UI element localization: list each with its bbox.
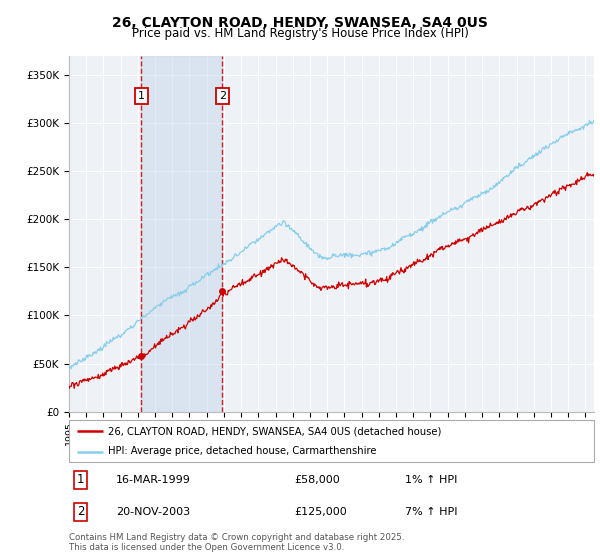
Text: 26, CLAYTON ROAD, HENDY, SWANSEA, SA4 0US: 26, CLAYTON ROAD, HENDY, SWANSEA, SA4 0U…	[112, 16, 488, 30]
Text: £125,000: £125,000	[295, 507, 347, 517]
Text: 7% ↑ HPI: 7% ↑ HPI	[405, 507, 458, 517]
Text: 16-MAR-1999: 16-MAR-1999	[116, 475, 191, 484]
Text: 26, CLAYTON ROAD, HENDY, SWANSEA, SA4 0US (detached house): 26, CLAYTON ROAD, HENDY, SWANSEA, SA4 0U…	[109, 426, 442, 436]
Text: 2: 2	[218, 91, 226, 101]
Text: 1% ↑ HPI: 1% ↑ HPI	[405, 475, 457, 484]
FancyBboxPatch shape	[69, 420, 594, 462]
Text: 1: 1	[77, 473, 84, 486]
Text: 2: 2	[77, 505, 84, 519]
Bar	[142, 56, 222, 412]
Text: This data is licensed under the Open Government Licence v3.0.: This data is licensed under the Open Gov…	[69, 543, 344, 552]
Text: HPI: Average price, detached house, Carmarthenshire: HPI: Average price, detached house, Carm…	[109, 446, 377, 456]
Text: £58,000: £58,000	[295, 475, 341, 484]
Text: 20-NOV-2003: 20-NOV-2003	[116, 507, 190, 517]
Text: Contains HM Land Registry data © Crown copyright and database right 2025.: Contains HM Land Registry data © Crown c…	[69, 533, 404, 542]
Text: 1: 1	[138, 91, 145, 101]
Text: Price paid vs. HM Land Registry's House Price Index (HPI): Price paid vs. HM Land Registry's House …	[131, 27, 469, 40]
